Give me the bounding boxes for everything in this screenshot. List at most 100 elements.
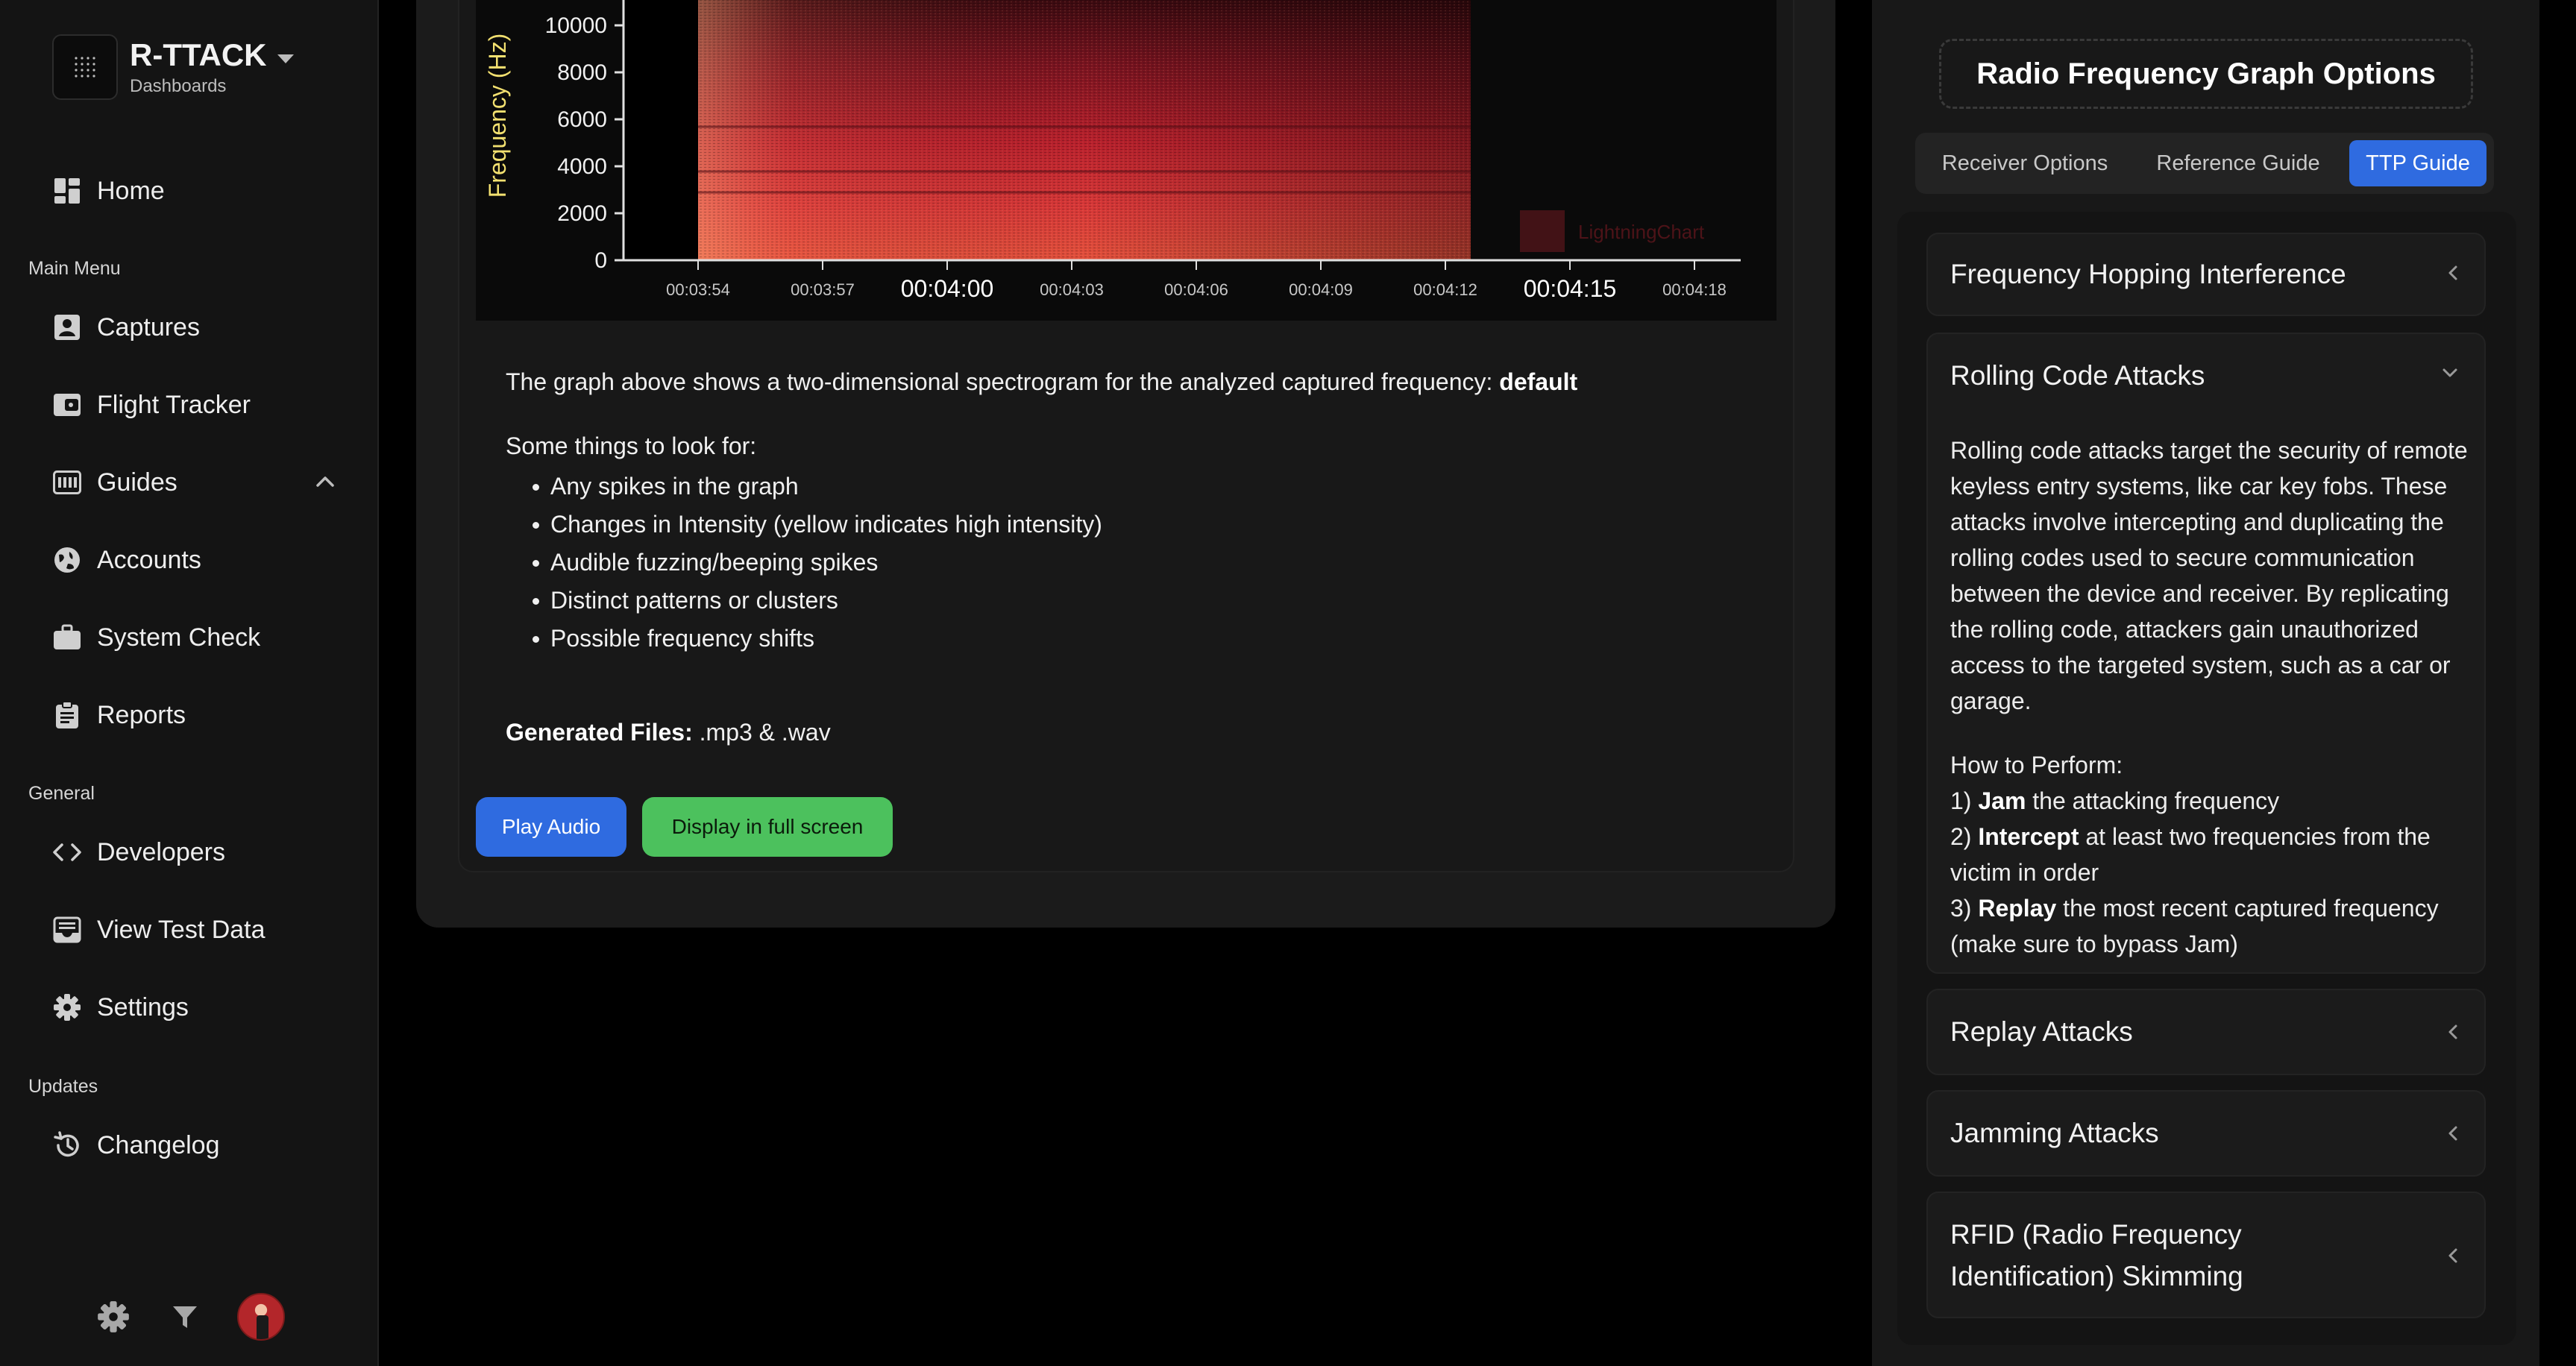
accordion-title: RFID (Radio Frequency Identification) Sk… <box>1950 1219 2243 1291</box>
nav-changelog-label: Changelog <box>97 1130 220 1159</box>
spectrogram-chart[interactable]: LightningChart 10000 8000 6000 4000 2000 0 Fr… <box>476 0 1777 321</box>
accordion-replay-attacks[interactable]: Replay Attacks <box>1926 989 2486 1075</box>
filter-icon[interactable] <box>166 1297 204 1336</box>
chevron-up-icon[interactable] <box>315 473 336 494</box>
nav-changelog[interactable]: Changelog <box>52 1123 336 1168</box>
list-item: Distinct patterns or clusters <box>506 582 1102 620</box>
brand-subtitle: Dashboards <box>130 76 227 96</box>
spectrogram-description: The graph above shows a two-dimensional … <box>506 368 1577 396</box>
tab-reference-guide[interactable]: Reference Guide <box>2156 151 2320 175</box>
nav-developers[interactable]: Developers <box>52 830 336 875</box>
nav-captures-label: Captures <box>97 312 200 342</box>
watermark-text: LightningChart <box>1578 221 1705 243</box>
nav-view-test-data[interactable]: View Test Data <box>52 907 336 952</box>
nav-developers-label: Developers <box>97 837 225 866</box>
settings-gear-icon[interactable] <box>94 1297 133 1336</box>
clipboard-icon <box>52 700 82 730</box>
look-for-header: Some things to look for: <box>506 432 757 459</box>
nav-view-test-data-label: View Test Data <box>97 915 266 944</box>
chevron-left-icon <box>2447 1124 2459 1146</box>
nav-home[interactable]: Home <box>52 169 336 213</box>
x-tick-label: 00:04:18 <box>1662 280 1727 299</box>
how-to-perform: How to Perform: 1) Jam the attacking fre… <box>1950 747 2472 962</box>
nav-accounts[interactable]: Accounts <box>52 538 336 582</box>
dashboard-icon <box>52 176 82 206</box>
x-tick-label: 00:04:12 <box>1413 280 1477 299</box>
x-tick-label: 00:03:57 <box>791 280 855 299</box>
x-tick-label: 00:04:00 <box>901 275 994 302</box>
section-general: General <box>28 783 95 804</box>
nav-captures[interactable]: Captures <box>52 305 336 350</box>
inbox-icon <box>52 915 82 945</box>
sidebar: R-TTACK Dashboards Home Main Menu Captur… <box>0 0 379 1366</box>
accordion-title: Frequency Hopping Interference <box>1950 259 2346 289</box>
y-tick-label: 6000 <box>557 107 607 132</box>
nav-reports[interactable]: Reports <box>52 693 336 737</box>
full-screen-button[interactable]: Display in full screen <box>642 797 893 857</box>
accordion-rolling-code[interactable]: Rolling Code Attacks Rolling code attack… <box>1926 333 2486 974</box>
brand[interactable]: R-TTACK Dashboards <box>52 34 294 100</box>
list-item: Any spikes in the graph <box>506 468 1102 506</box>
accordion-title: Jamming Attacks <box>1950 1118 2159 1148</box>
y-tick-label: 8000 <box>557 60 607 85</box>
history-icon <box>52 1130 82 1160</box>
chart-watermark: LightningChart <box>1520 210 1705 252</box>
chevron-left-icon <box>2447 1247 2459 1268</box>
nav-settings[interactable]: Settings <box>52 985 336 1030</box>
y-tick-label: 0 <box>594 248 607 273</box>
chevron-down-icon <box>2441 367 2459 383</box>
list-item: Audible fuzzing/beeping spikes <box>506 544 1102 582</box>
nav-reports-label: Reports <box>97 700 186 729</box>
x-tick-label: 00:04:09 <box>1289 280 1353 299</box>
accordion-jamming-attacks[interactable]: Jamming Attacks <box>1926 1090 2486 1177</box>
y-tick-label: 4000 <box>557 154 607 179</box>
brand-title: R-TTACK <box>130 37 267 72</box>
description-text: The graph above shows a two-dimensional … <box>506 368 1500 395</box>
list-item: Changes in Intensity (yellow indicates h… <box>506 506 1102 544</box>
nav-guides-label: Guides <box>97 468 178 497</box>
nav-guides[interactable]: Guides <box>52 460 336 505</box>
step-item: 2) Intercept at least two frequencies fr… <box>1950 823 2431 886</box>
section-updates: Updates <box>28 1076 98 1097</box>
nav-flight-tracker[interactable]: Flight Tracker <box>52 383 336 427</box>
x-tick-label: 00:03:54 <box>666 280 730 299</box>
x-tick-label: 00:04:06 <box>1164 280 1228 299</box>
y-axis-label: Frequency (Hz) <box>484 34 511 198</box>
tab-ttp-guide[interactable]: TTP Guide <box>2349 140 2487 186</box>
nav-flight-tracker-label: Flight Tracker <box>97 390 251 419</box>
nav-home-label: Home <box>97 176 165 205</box>
x-tick-label: 00:04:03 <box>1040 280 1104 299</box>
list-item: Possible frequency shifts <box>506 620 1102 658</box>
panel-title: Radio Frequency Graph Options <box>1939 39 2473 109</box>
frequency-name: default <box>1499 368 1578 395</box>
nav-accounts-label: Accounts <box>97 545 201 574</box>
nav-settings-label: Settings <box>97 992 189 1022</box>
x-tick-label: 00:04:15 <box>1524 275 1617 302</box>
generated-files-value: .mp3 & .wav <box>692 719 831 746</box>
caret-down-icon[interactable] <box>277 54 294 63</box>
code-icon <box>52 837 82 867</box>
contact-card-icon <box>52 312 82 342</box>
play-audio-button[interactable]: Play Audio <box>476 797 626 857</box>
briefcase-icon <box>52 623 82 652</box>
accordion-title: Replay Attacks <box>1950 1016 2133 1047</box>
globe-icon <box>52 545 82 575</box>
step-item: 1) Jam the attacking frequency <box>1950 787 2280 814</box>
rolling-code-description: Rolling code attacks target the security… <box>1950 437 2468 714</box>
wallet-icon <box>52 390 82 420</box>
how-to-label: How to Perform: <box>1950 752 2123 778</box>
sidebar-footer <box>94 1293 285 1341</box>
y-tick-label: 2000 <box>557 201 607 226</box>
section-main-menu: Main Menu <box>28 258 121 279</box>
panel-tabs: Receiver Options Reference Guide TTP Gui… <box>1915 133 2494 194</box>
accordion-rfid-skimming[interactable]: RFID (Radio Frequency Identification) Sk… <box>1926 1192 2486 1318</box>
nav-system-check[interactable]: System Check <box>52 615 336 660</box>
look-for-list: Any spikes in the graph Changes in Inten… <box>506 468 1102 658</box>
tab-receiver-options[interactable]: Receiver Options <box>1941 151 2108 175</box>
chevron-left-icon <box>2447 1023 2459 1045</box>
avatar[interactable] <box>237 1293 285 1341</box>
accordion-frequency-hopping[interactable]: Frequency Hopping Interference <box>1926 233 2486 316</box>
y-tick-label: 10000 <box>545 13 607 38</box>
look-for-section: Some things to look for: Any spikes in t… <box>506 432 1102 658</box>
chevron-left-icon <box>2447 264 2459 286</box>
